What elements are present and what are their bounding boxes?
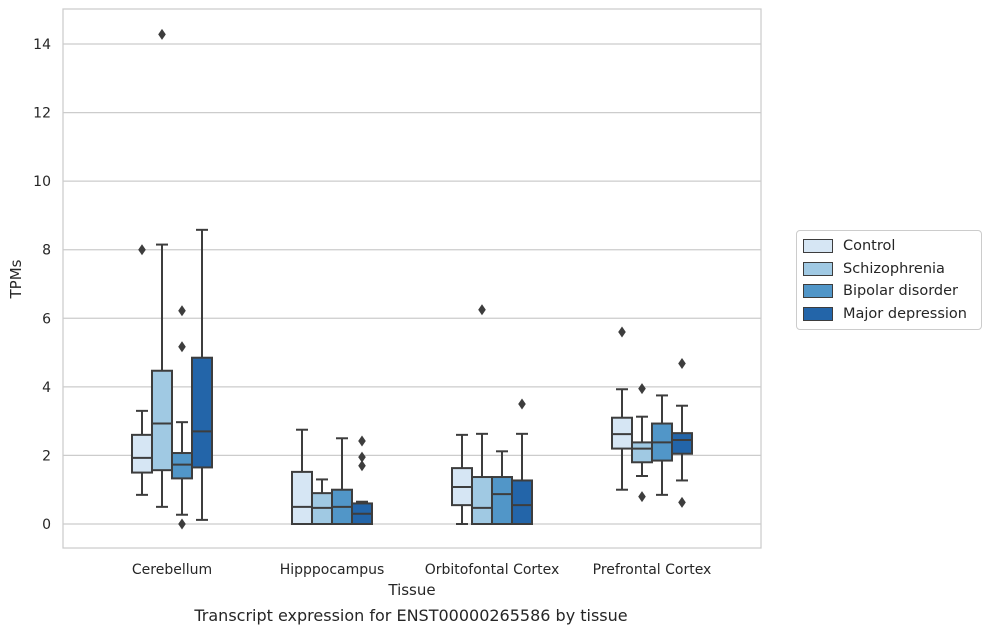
box-bipolar-disorder <box>171 305 193 530</box>
x-tick-label: Orbitofontal Cortex <box>425 562 560 578</box>
legend-label: Schizophrenia <box>843 260 945 277</box>
box-major-depression <box>511 398 533 526</box>
outlier-point <box>518 398 526 410</box>
box-bipolar-disorder <box>651 394 673 496</box>
box-major-depression <box>351 435 373 525</box>
x-tick-label: Cerebellum <box>132 562 212 578</box>
outlier-point <box>138 244 146 256</box>
plot-area-frame <box>62 8 762 549</box>
outlier-point <box>618 326 626 338</box>
box-series <box>131 28 693 530</box>
box-iqr <box>671 432 693 455</box>
x-axis-label: Tissue <box>387 581 435 599</box>
outlier-point <box>638 383 646 395</box>
y-tick-label: 10 <box>33 174 51 190</box>
box-control <box>131 244 153 496</box>
box-iqr <box>471 476 493 525</box>
box-iqr <box>191 356 213 469</box>
box-iqr <box>631 441 653 464</box>
legend-label: Control <box>843 238 896 255</box>
outlier-point <box>178 341 186 353</box>
box-iqr <box>491 476 513 525</box>
box-control <box>611 326 633 491</box>
x-tick-label: Hipppocampus <box>280 562 385 578</box>
outlier-point <box>358 451 366 463</box>
box-bipolar-disorder <box>331 437 353 526</box>
x-tick-label: Prefrontal Cortex <box>593 562 712 578</box>
y-tick-label: 6 <box>42 311 51 327</box>
box-iqr <box>611 416 633 450</box>
outlier-point <box>178 305 186 317</box>
box-major-depression <box>191 228 213 521</box>
legend-item: Bipolar disorder <box>797 280 981 303</box>
box-control <box>451 433 473 525</box>
box-iqr <box>151 369 173 472</box>
y-tick-label: 8 <box>42 243 51 259</box>
box-schizophrenia <box>151 28 173 508</box>
box-schizophrenia <box>311 478 333 525</box>
legend-swatch <box>803 284 833 299</box>
y-tick-label: 2 <box>42 448 51 464</box>
legend: Control Schizophrenia Bipolar disorder Majo… <box>796 230 982 330</box>
y-tick-label: 14 <box>33 37 51 53</box>
outlier-point <box>478 304 486 316</box>
box-control <box>291 428 313 525</box>
box-schizophrenia <box>631 383 653 503</box>
chart-caption: Transcript expression for ENST0000026558… <box>194 606 628 625</box>
outlier-point <box>158 28 166 40</box>
box-iqr <box>171 452 193 480</box>
legend-swatch <box>803 239 833 254</box>
y-tick-label: 0 <box>42 517 51 533</box>
outlier-point <box>638 491 646 503</box>
legend-item: Schizophrenia <box>797 258 981 281</box>
box-major-depression <box>671 358 693 508</box>
box-iqr <box>291 470 313 525</box>
y-axis-label: TPMs <box>7 259 25 299</box>
outlier-point <box>678 358 686 370</box>
outlier-point <box>358 460 366 472</box>
outlier-point <box>178 518 186 530</box>
box-bipolar-disorder <box>491 450 513 525</box>
legend-item: Control <box>797 235 981 258</box>
y-tick-label: 12 <box>33 106 51 122</box>
x-tick-labels: Cerebellum Hipppocampus Orbitofontal Corte… <box>132 562 711 578</box>
box-schizophrenia <box>471 304 493 525</box>
legend-label: Major depression <box>843 305 967 322</box>
legend-swatch <box>803 306 833 321</box>
outlier-point <box>358 435 366 447</box>
legend-item: Major depression <box>797 303 981 326</box>
legend-label: Bipolar disorder <box>843 283 958 300</box>
box-iqr <box>511 479 533 526</box>
y-tick-label: 4 <box>42 380 51 396</box>
y-tick-labels: 0 2 4 6 8 10 12 14 <box>33 37 51 533</box>
box-iqr <box>131 433 153 474</box>
outlier-point <box>678 496 686 508</box>
legend-swatch <box>803 261 833 276</box>
